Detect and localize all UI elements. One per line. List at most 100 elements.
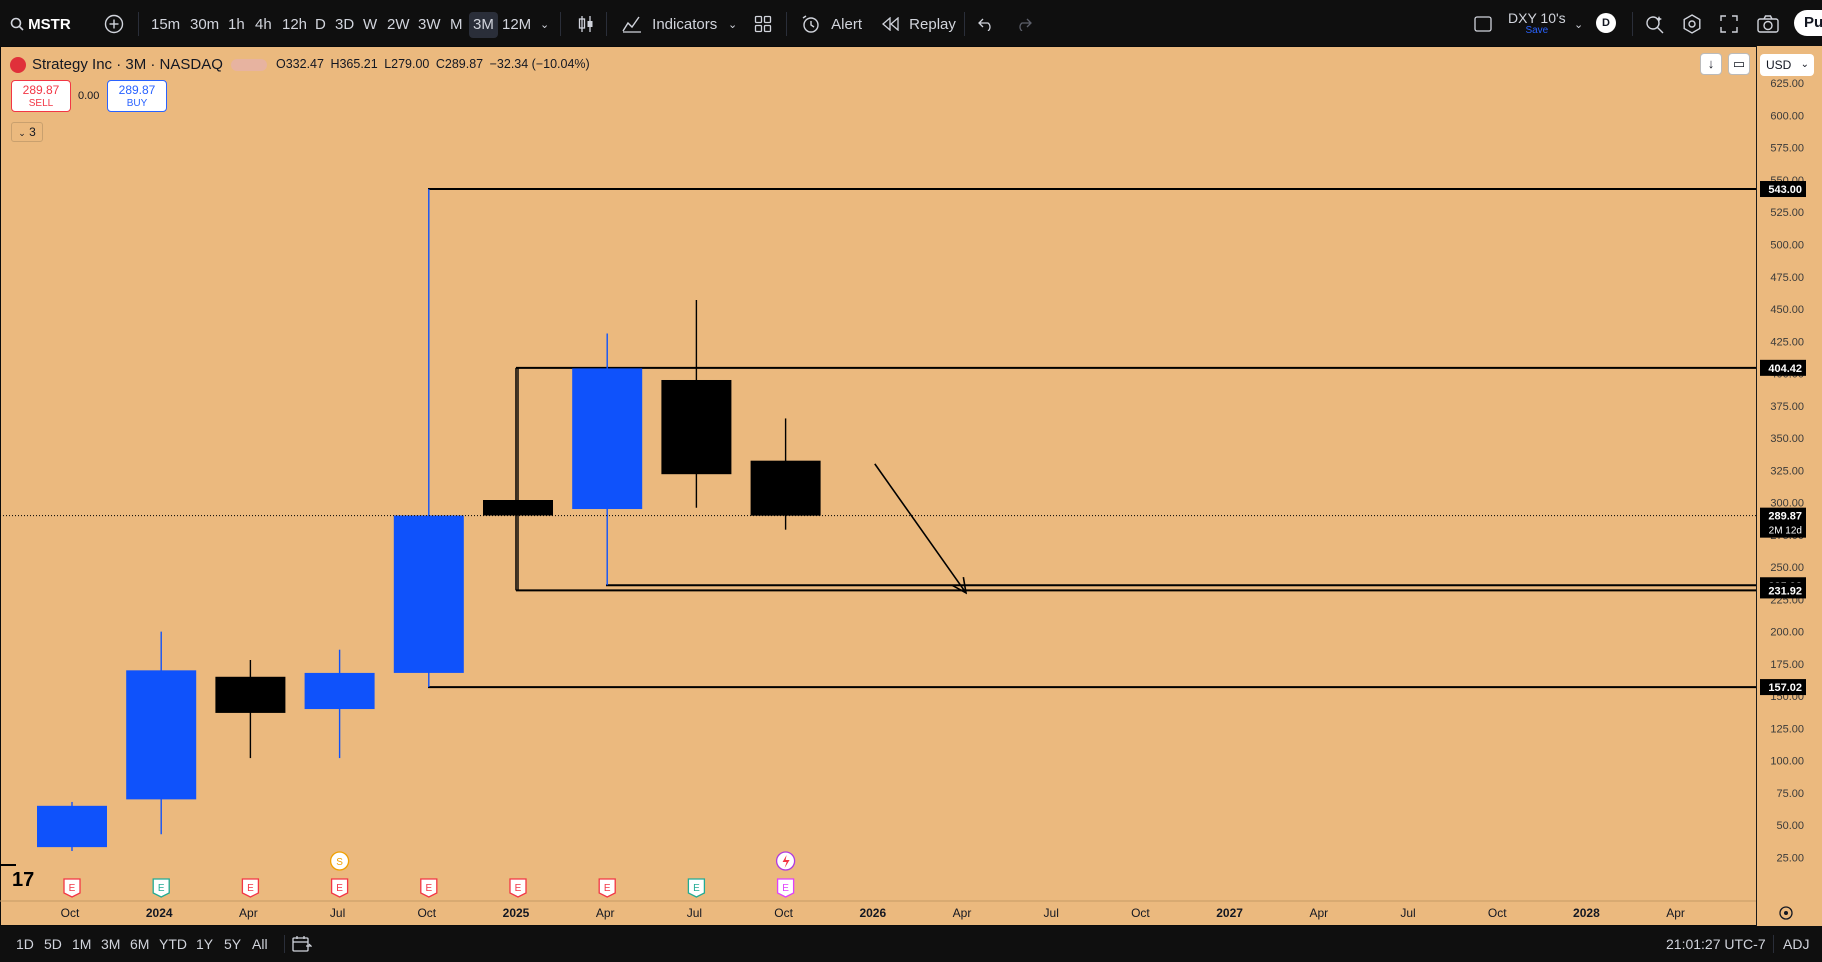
chevron-down-icon[interactable]: ⌄ <box>540 19 550 31</box>
undo-button[interactable] <box>978 0 994 46</box>
indicators-icon <box>622 16 641 33</box>
earnings-marker[interactable] <box>776 878 795 898</box>
indicators-collapse-button[interactable]: ⌄ 3 <box>11 122 43 142</box>
tf-d[interactable]: D <box>315 16 326 33</box>
collapsed-count: 3 <box>29 125 36 139</box>
y-tick-label: 100.00 <box>1770 756 1804 768</box>
tf-12h[interactable]: 12h <box>282 16 308 33</box>
buy-price: 289.87 <box>118 83 156 97</box>
layouts-button[interactable] <box>754 0 772 46</box>
add-symbol-button[interactable] <box>104 0 124 46</box>
quick-search-button[interactable] <box>1645 0 1665 46</box>
chevron-down-icon[interactable]: ⌄ <box>1574 19 1584 31</box>
tf-3d[interactable]: 3D <box>335 16 355 33</box>
fullscreen-button[interactable] <box>1720 0 1738 46</box>
split-marker[interactable] <box>329 851 350 871</box>
x-tick-label: Jul <box>687 906 702 920</box>
maximize-pane-button[interactable]: ▭ <box>1728 53 1750 75</box>
sell-label: SELL <box>28 98 54 109</box>
replay-button[interactable]: Replay <box>882 0 956 46</box>
candle-body[interactable] <box>126 670 197 800</box>
publish-button[interactable]: Pul <box>1794 10 1822 36</box>
range-5d[interactable]: 5D <box>44 936 62 952</box>
replay-label: Replay <box>909 16 956 33</box>
legend-ohlc: O332.47 H365.21 L279.00 C289.87 −32.34 (… <box>276 57 590 71</box>
range-ytd[interactable]: YTD <box>159 936 187 952</box>
range-1m[interactable]: 1M <box>72 936 92 952</box>
candle-body[interactable] <box>37 805 107 848</box>
candle-body[interactable] <box>215 676 286 713</box>
symbol-search[interactable]: MSTR <box>10 0 71 46</box>
earnings-marker[interactable] <box>152 878 170 898</box>
divider <box>1632 12 1633 36</box>
tf-2w[interactable]: 2W <box>387 16 410 33</box>
tf-1h[interactable]: 1h <box>228 16 245 33</box>
earnings-marker[interactable] <box>598 878 616 898</box>
x-tick-label: Oct <box>1488 906 1507 920</box>
tf-4h[interactable]: 4h <box>255 16 272 33</box>
scroll-down-button[interactable]: ↓ <box>1700 53 1722 75</box>
tf-3w[interactable]: 3W <box>418 16 441 33</box>
range-1y[interactable]: 1Y <box>196 936 214 952</box>
divider <box>1773 935 1774 953</box>
go-to-date-button[interactable] <box>292 926 313 962</box>
alert-button[interactable]: Alert <box>801 0 862 46</box>
range-6m[interactable]: 6M <box>130 936 150 952</box>
x-tick-label: Apr <box>1666 906 1685 920</box>
range-3m[interactable]: 3M <box>101 936 121 952</box>
y-tick-label: 325.00 <box>1770 465 1804 477</box>
square-icon <box>1474 16 1492 32</box>
y-tick-label: 25.00 <box>1776 852 1804 864</box>
avatar[interactable]: D <box>1596 13 1616 33</box>
tf-w[interactable]: W <box>363 16 378 33</box>
settings-button[interactable] <box>1682 0 1702 46</box>
y-tick-label: 375.00 <box>1770 401 1804 413</box>
grid-icon <box>754 15 772 33</box>
tf-3m[interactable]: 3M <box>469 12 498 38</box>
earnings-marker[interactable] <box>330 878 349 898</box>
chart-pane[interactable] <box>0 46 1756 926</box>
earnings-marker[interactable] <box>63 878 81 898</box>
x-tick-label: Oct <box>774 906 793 920</box>
snapshot-button[interactable] <box>1757 0 1779 46</box>
earnings-marker[interactable] <box>509 878 527 898</box>
candle-body[interactable] <box>304 672 375 710</box>
layout-select[interactable] <box>1474 0 1492 46</box>
indicators-button[interactable]: Indicators <box>622 0 717 46</box>
chevron-down-icon[interactable]: ⌄ <box>728 19 738 31</box>
buy-button[interactable]: 289.87 BUY <box>107 80 167 112</box>
price-level-tag-text: 543.00 <box>1768 184 1802 196</box>
candle-body[interactable] <box>393 515 464 673</box>
candle-body[interactable] <box>661 379 732 475</box>
candle-body[interactable] <box>483 499 553 516</box>
x-tick-label: Oct <box>1131 906 1150 920</box>
clock[interactable]: 21:01:27 UTC-7 <box>1666 936 1766 952</box>
divider <box>138 12 139 36</box>
range-all[interactable]: All <box>252 936 268 952</box>
legend-title[interactable]: Strategy Inc · 3M · NASDAQ <box>32 56 223 73</box>
currency-select[interactable]: USD ⌄ <box>1760 54 1814 76</box>
tf-30m[interactable]: 30m <box>190 16 220 33</box>
candle-body[interactable] <box>572 368 643 510</box>
tf-m[interactable]: M <box>450 16 463 33</box>
earnings-marker[interactable] <box>241 878 260 898</box>
tf-12m[interactable]: 12M <box>502 16 532 33</box>
tf-15m[interactable]: 15m <box>151 16 181 33</box>
x-tick-label: Jul <box>1044 906 1059 920</box>
earnings-marker[interactable] <box>687 878 706 898</box>
range-5y[interactable]: 5Y <box>224 936 242 952</box>
top-toolbar: MSTR 15m 30m 1h 4h 12h D 3D W 2W 3W M 3M… <box>0 0 1822 46</box>
earnings-marker[interactable] <box>420 878 438 898</box>
candle-body[interactable] <box>750 460 821 516</box>
chart-type-button[interactable] <box>577 0 595 46</box>
axis-settings-icon[interactable] <box>1779 906 1793 920</box>
adjust-button[interactable]: ADJ <box>1783 936 1810 952</box>
currency-label: USD <box>1766 58 1792 72</box>
layout-name-block[interactable]: DXY 10's Save <box>1508 10 1566 40</box>
projection-arrow[interactable] <box>874 463 967 594</box>
range-1d[interactable]: 1D <box>16 936 34 952</box>
sell-button[interactable]: 289.87 SELL <box>11 80 71 112</box>
layout-status: Save <box>1525 25 1549 36</box>
redo-button[interactable] <box>1016 0 1032 46</box>
